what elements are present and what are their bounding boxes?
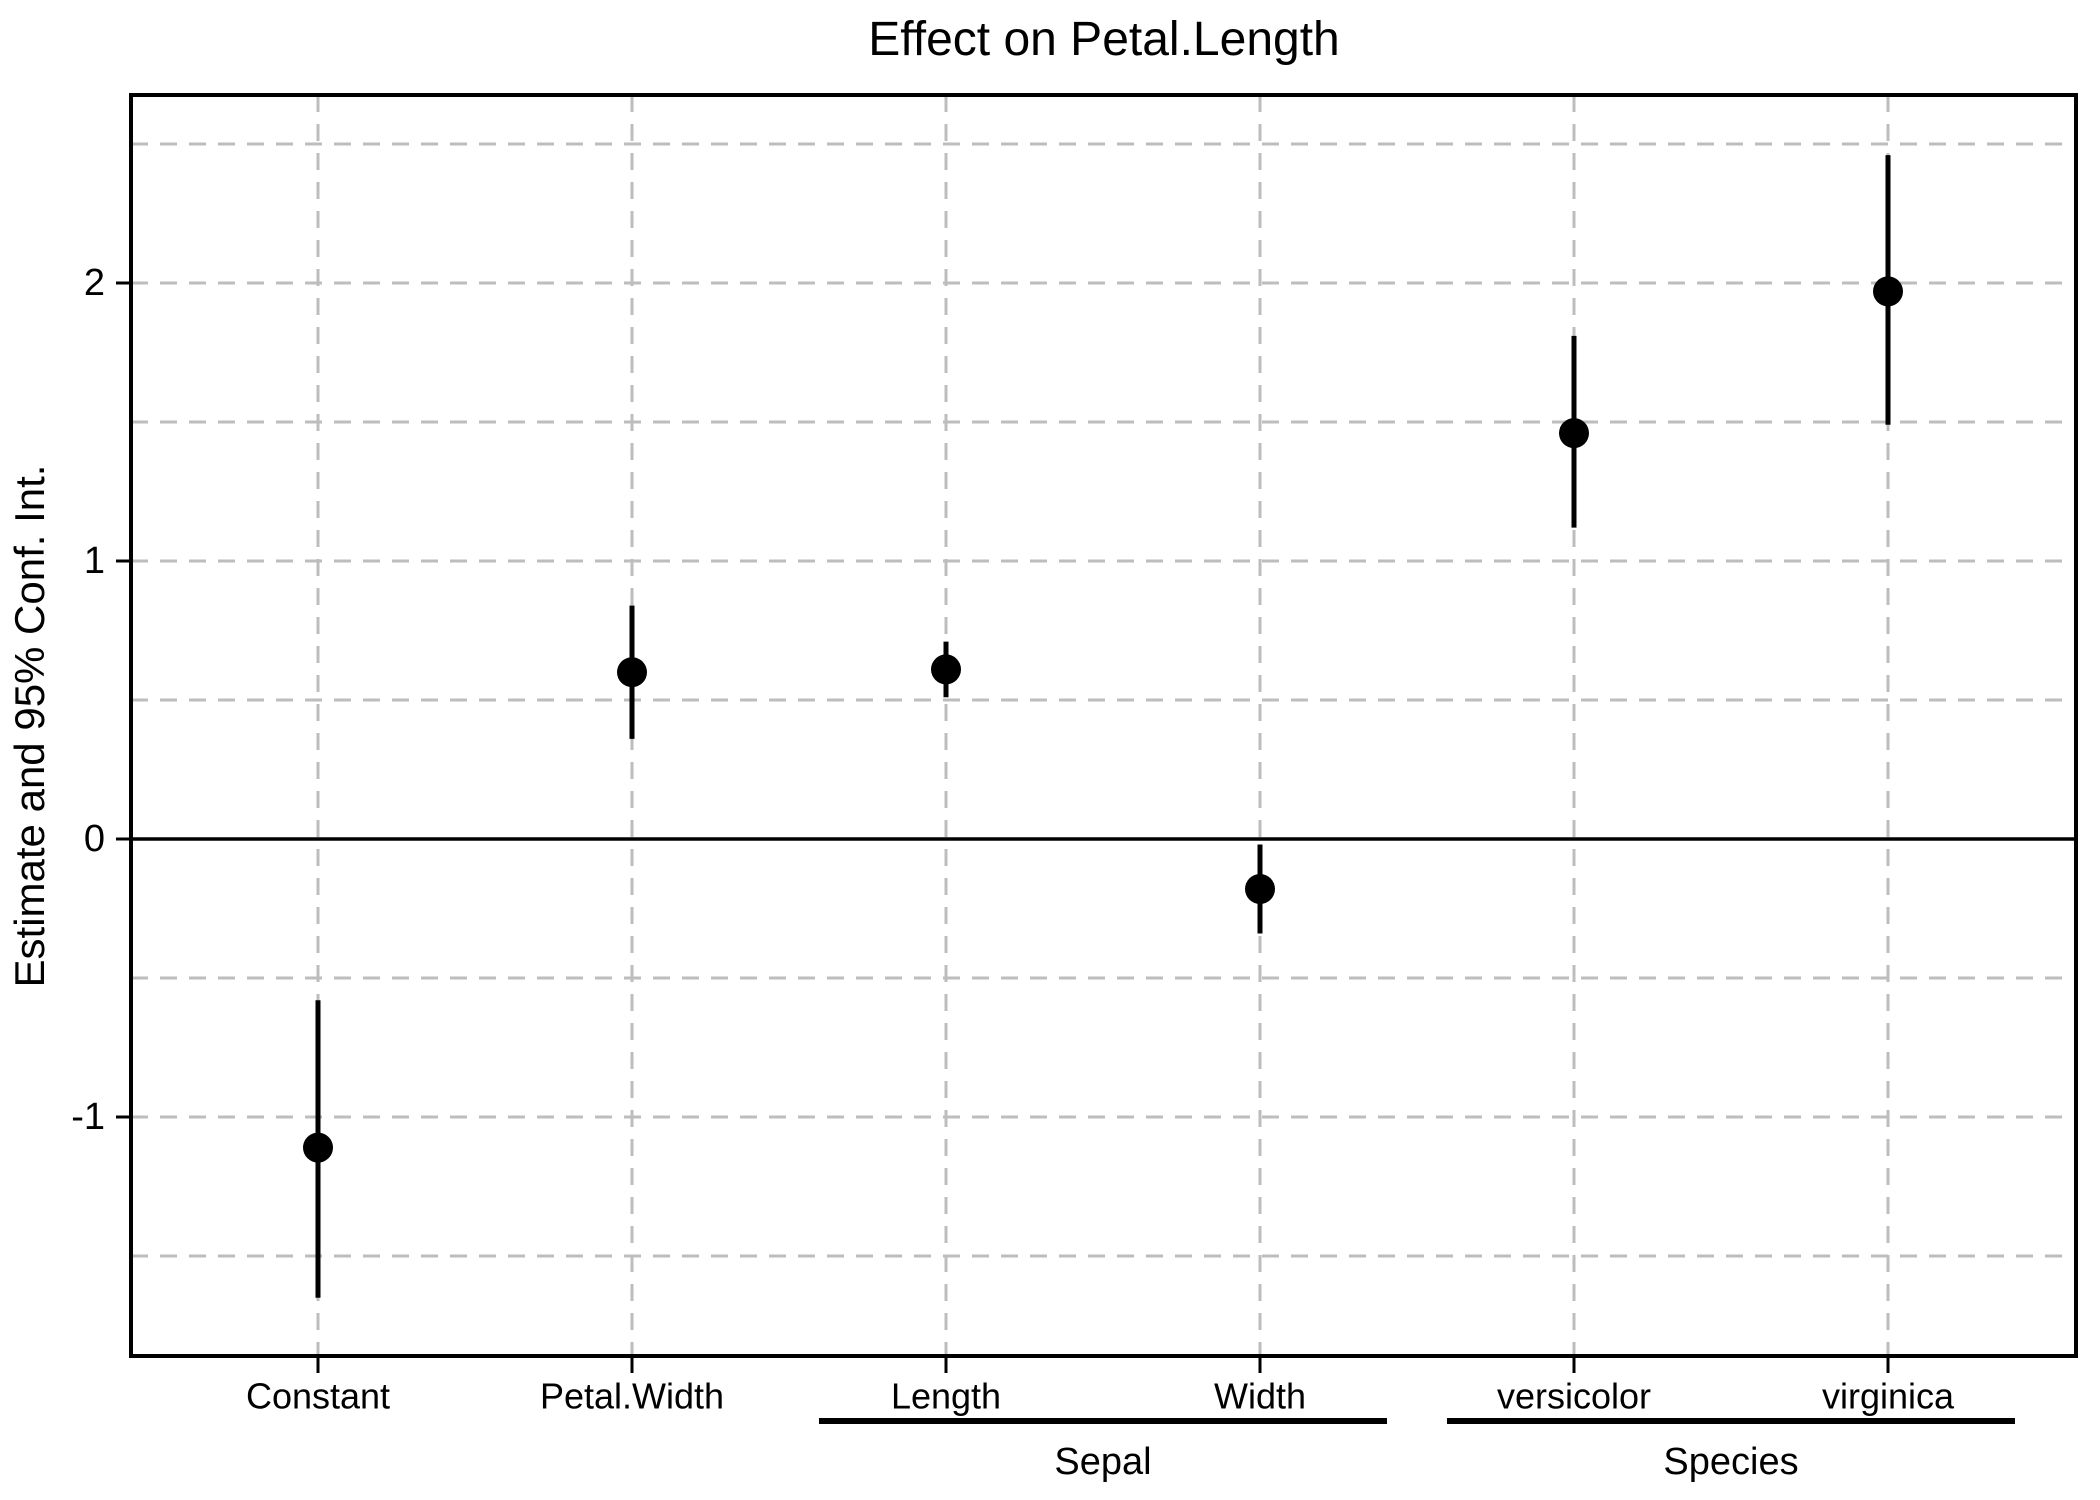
plot-layer: -1 0 1 2 Constant Petal.Width Length Width versi…: [71, 93, 2078, 1483]
point-Petal.Width: [617, 657, 647, 688]
y-tick-label-2: 2: [84, 262, 105, 304]
x-tick-label-versicolor: versicolor: [1497, 1376, 1651, 1417]
y-tick-label-0: 0: [84, 818, 105, 860]
x-tick-label-Constant: Constant: [246, 1376, 390, 1417]
point-virginica: [1873, 276, 1903, 307]
panel-border: [129, 93, 2078, 1358]
chart-title: Effect on Petal.Length: [868, 13, 1339, 66]
x-tick-label-Width: Width: [1214, 1376, 1306, 1417]
point-Width: [1245, 874, 1275, 905]
point-Length: [931, 654, 961, 685]
x-tick-label-Length: Length: [891, 1376, 1001, 1417]
y-tick-label--1: -1: [71, 1096, 105, 1138]
point-Constant: [303, 1132, 333, 1163]
x-tick-label-virginica: virginica: [1822, 1376, 1955, 1417]
y-axis-title: Estimate and 95% Conf. Int.: [6, 465, 53, 988]
y-tick-label-1: 1: [84, 540, 105, 582]
group-label-Species: Species: [1663, 1441, 1798, 1483]
point-versicolor: [1559, 418, 1589, 449]
group-label-Sepal: Sepal: [1054, 1441, 1151, 1483]
x-tick-label-Petal.Width: Petal.Width: [540, 1376, 724, 1417]
